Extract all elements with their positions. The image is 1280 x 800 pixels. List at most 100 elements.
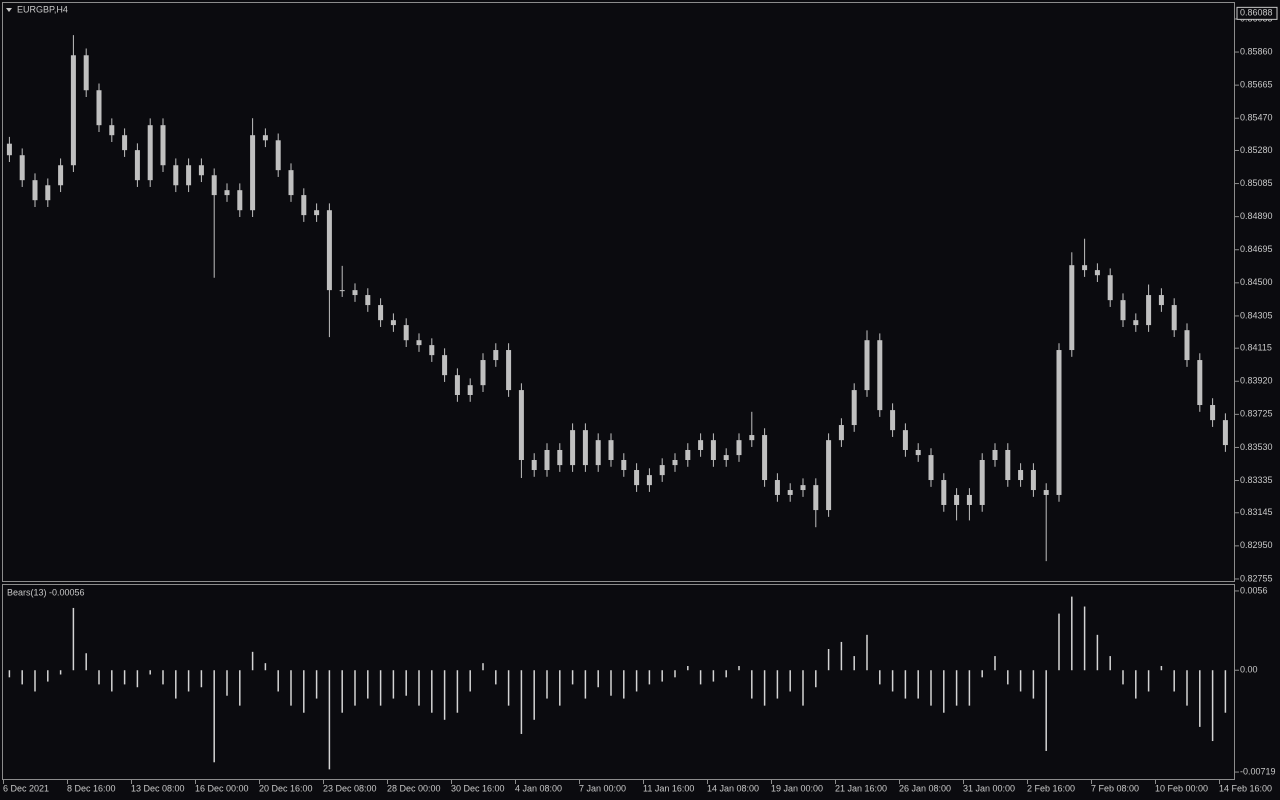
candle-body bbox=[1107, 275, 1113, 301]
candle-body bbox=[416, 340, 422, 346]
y-tick-label: 0.84305 bbox=[1240, 310, 1273, 320]
candle-body bbox=[1094, 270, 1100, 276]
x-tick-label: 11 Jan 16:00 bbox=[643, 783, 694, 793]
candle-body bbox=[378, 305, 384, 321]
x-tick-label: 16 Dec 00:00 bbox=[195, 783, 249, 793]
candle-body bbox=[762, 435, 768, 481]
y-tick-label: -0.00719 bbox=[1240, 766, 1276, 776]
x-tick-label: 21 Jan 16:00 bbox=[835, 783, 887, 793]
candle-body bbox=[1069, 265, 1075, 351]
candle-body bbox=[1120, 300, 1126, 321]
x-tick-label: 6 Dec 2021 bbox=[3, 783, 49, 793]
candle-body bbox=[198, 165, 204, 176]
candle-body bbox=[493, 350, 499, 361]
candle-body bbox=[1210, 405, 1216, 421]
candle-body bbox=[941, 480, 947, 505]
candle-body bbox=[70, 55, 76, 166]
y-tick-label: 0.85665 bbox=[1240, 80, 1273, 90]
price-marker-box bbox=[1236, 6, 1278, 20]
candle-body bbox=[915, 449, 921, 456]
candle-body bbox=[1030, 470, 1036, 491]
candle-body bbox=[211, 175, 217, 196]
candle-body bbox=[454, 375, 460, 396]
symbol-menu-arrow[interactable] bbox=[6, 8, 12, 12]
x-tick-label: 19 Jan 00:00 bbox=[771, 783, 823, 793]
x-tick-label: 7 Feb 08:00 bbox=[1091, 783, 1139, 793]
candle-body bbox=[480, 360, 486, 386]
candle-body bbox=[979, 460, 985, 505]
candle-body bbox=[787, 490, 793, 495]
y-tick-label: 0.00 bbox=[1240, 665, 1258, 675]
candle-body bbox=[6, 143, 12, 156]
candle-body bbox=[800, 485, 806, 491]
candle-body bbox=[813, 485, 819, 511]
candle-body bbox=[122, 135, 128, 151]
candle-body bbox=[83, 55, 89, 91]
y-tick-label: 0.83530 bbox=[1240, 442, 1273, 452]
candle-body bbox=[506, 350, 512, 391]
candle-body bbox=[275, 140, 281, 171]
x-tick-label: 10 Feb 00:00 bbox=[1155, 783, 1208, 793]
y-tick-label: 0.85280 bbox=[1240, 145, 1273, 155]
candle-body bbox=[390, 320, 396, 326]
y-tick-label: 0.85860 bbox=[1240, 46, 1273, 56]
candle-body bbox=[134, 150, 140, 181]
candle-body bbox=[186, 165, 192, 186]
candle-body bbox=[864, 340, 870, 391]
candle-body bbox=[685, 449, 691, 461]
candle-body bbox=[32, 180, 38, 201]
candle-body bbox=[954, 494, 960, 505]
candle-body bbox=[1197, 360, 1203, 406]
candle-body bbox=[1171, 305, 1177, 331]
candle-body bbox=[45, 185, 51, 201]
candle-body bbox=[928, 455, 934, 481]
candle-body bbox=[838, 425, 844, 441]
candle-body bbox=[301, 195, 307, 216]
candle-body bbox=[109, 125, 115, 136]
x-tick-label: 28 Dec 00:00 bbox=[387, 783, 441, 793]
y-tick-label: 0.0056 bbox=[1240, 585, 1268, 595]
candle-body bbox=[1184, 330, 1190, 361]
candle-body bbox=[58, 165, 64, 186]
chart-title: EURGBP,H4 bbox=[17, 4, 68, 14]
candle-body bbox=[237, 190, 243, 211]
x-tick-label: 14 Feb 16:00 bbox=[1219, 783, 1272, 793]
candle-body bbox=[403, 325, 409, 341]
candle-body bbox=[621, 460, 627, 471]
x-tick-label: 4 Jan 08:00 bbox=[515, 783, 562, 793]
x-tick-label: 2 Feb 16:00 bbox=[1027, 783, 1075, 793]
x-tick-label: 30 Dec 16:00 bbox=[451, 783, 505, 793]
indicator-panel-border bbox=[2, 584, 1235, 780]
x-tick-label: 23 Dec 08:00 bbox=[323, 783, 377, 793]
candle-body bbox=[698, 440, 704, 450]
candle-body bbox=[250, 135, 256, 211]
y-tick-label: 0.84500 bbox=[1240, 277, 1273, 287]
candle-body bbox=[224, 190, 230, 196]
candle-body bbox=[429, 345, 435, 356]
y-tick-label: 0.84890 bbox=[1240, 211, 1273, 221]
candle-body bbox=[288, 170, 294, 196]
y-tick-label: 0.83145 bbox=[1240, 507, 1273, 517]
candle-body bbox=[902, 430, 908, 450]
candle-body bbox=[339, 290, 345, 292]
candle-body bbox=[595, 440, 601, 466]
candle-body bbox=[774, 480, 780, 495]
candle-body bbox=[992, 449, 998, 461]
candle-body bbox=[442, 355, 448, 376]
y-tick-label: 0.83335 bbox=[1240, 475, 1273, 485]
candle-body bbox=[518, 390, 524, 461]
candle-body bbox=[1056, 350, 1062, 495]
y-tick-label: 0.82950 bbox=[1240, 540, 1273, 550]
y-tick-label: 0.83725 bbox=[1240, 409, 1273, 419]
x-tick-label: 26 Jan 08:00 bbox=[899, 783, 951, 793]
candle-body bbox=[608, 440, 614, 461]
candle-body bbox=[1005, 449, 1011, 481]
y-tick-label: 0.83920 bbox=[1240, 376, 1273, 386]
y-tick-label: 0.85085 bbox=[1240, 178, 1273, 188]
candle-body bbox=[710, 440, 716, 461]
indicator-title: Bears(13) -0.00056 bbox=[7, 587, 85, 597]
candle-body bbox=[1043, 490, 1049, 495]
candle-body bbox=[736, 440, 742, 456]
